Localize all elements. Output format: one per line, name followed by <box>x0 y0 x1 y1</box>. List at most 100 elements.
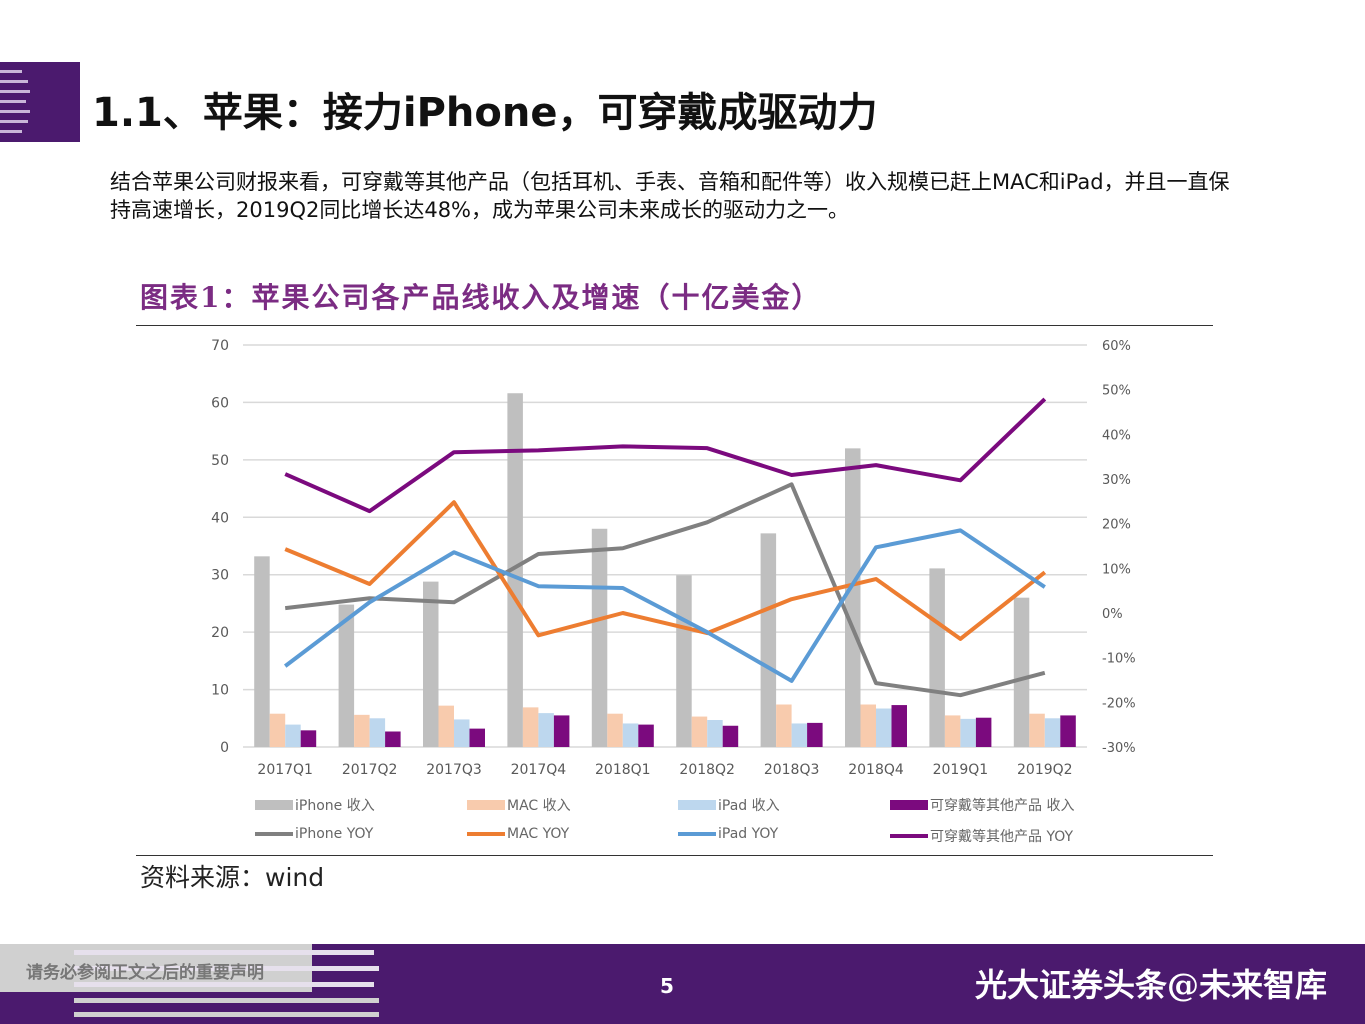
legend-swatch <box>467 800 505 810</box>
y-right-tick-label: 30% <box>1102 473 1131 488</box>
bar-ipad <box>369 718 386 747</box>
x-tick-label: 2018Q4 <box>848 762 904 778</box>
bar-mac <box>860 704 876 747</box>
bar-wearables <box>807 722 823 747</box>
y-right-tick-label: 20% <box>1102 518 1131 533</box>
bar-iphone <box>507 393 523 747</box>
bar-wearables <box>975 717 992 747</box>
bar-wearables <box>1060 715 1076 747</box>
bar-iphone <box>845 448 861 747</box>
source-label: 资料来源： <box>140 863 266 892</box>
legend-label: 可穿戴等其他产品 收入 <box>930 798 1075 814</box>
legend-item: 可穿戴等其他产品 YOY <box>890 826 1073 846</box>
x-tick-label: 2018Q1 <box>595 762 651 778</box>
y-right-tick-label: 10% <box>1102 562 1131 577</box>
x-tick-label: 2019Q2 <box>1017 762 1073 778</box>
bar-mac <box>776 704 792 747</box>
bar-iphone <box>1013 597 1030 747</box>
bar-iphone <box>929 568 945 747</box>
body-text: 结合苹果公司财报来看，可穿戴等其他产品（包括耳机、手表、音箱和配件等）收入规模已… <box>110 170 1230 222</box>
legend-label: iPad YOY <box>718 826 779 842</box>
bar-wearables <box>638 724 654 747</box>
legend-item: iPad YOY <box>678 826 778 842</box>
bar-ipad <box>538 713 554 747</box>
bar-iphone <box>338 604 355 747</box>
legend-swatch <box>255 832 293 836</box>
line-wearables-yoy <box>284 397 1047 514</box>
line-iphone-yoy <box>284 482 1046 698</box>
x-tick-label: 2019Q1 <box>933 762 989 778</box>
chart: 0 10 20 30 40 50 60 70 -30% -20% -10% 0% 10% 20% 30% 40… <box>211 338 1136 778</box>
legend-item: iPad 收入 <box>678 795 780 815</box>
y-left-tick-label: 30 <box>211 568 229 584</box>
y-right-tick-label: -20% <box>1102 696 1136 711</box>
legend-label: MAC 收入 <box>507 798 571 814</box>
bar-mac <box>607 713 623 747</box>
bar-wearables <box>722 725 739 747</box>
y-right-tick-label: 0% <box>1102 607 1123 622</box>
y-left-tick-label: 60 <box>211 395 229 411</box>
legend-item: iPhone YOY <box>255 826 373 842</box>
bar-ipad <box>707 720 723 747</box>
y-left-tick-label: 0 <box>220 740 229 756</box>
bar-wearables <box>300 730 317 747</box>
x-tick-label: 2017Q2 <box>342 762 398 778</box>
legend-label: iPad 收入 <box>718 798 780 814</box>
legend-label: iPhone 收入 <box>295 798 375 814</box>
y-left-tick-label: 40 <box>211 510 229 526</box>
bar-ipad <box>454 719 470 747</box>
bar-mac <box>438 705 454 747</box>
legend-label: MAC YOY <box>507 826 570 842</box>
legend-item: iPhone 收入 <box>255 795 375 815</box>
bar-wearables <box>469 728 485 747</box>
brand-watermark: 光大证券头条@未来智库 <box>975 960 1327 1006</box>
legend-swatch <box>255 800 293 810</box>
divider-top <box>136 325 1213 326</box>
bar-mac <box>522 707 539 747</box>
source: 资料来源：wind <box>140 858 324 894</box>
bar-wearables <box>553 715 570 747</box>
bar-ipad <box>960 718 976 747</box>
y-left-tick-label: 70 <box>211 338 229 354</box>
bar-mac <box>354 714 370 747</box>
bar-ipad <box>1044 718 1061 747</box>
bar-wearables <box>385 731 401 747</box>
x-tick-label: 2018Q2 <box>679 762 735 778</box>
page-title: 1.1、苹果：接力iPhone，可穿戴成驱动力 <box>92 90 878 136</box>
y-right-tick-label: 40% <box>1102 428 1131 443</box>
chart-title: 图表1：苹果公司各产品线收入及增速（十亿美金） <box>140 281 822 314</box>
bar-wearables <box>891 705 907 747</box>
bar-iphone <box>254 556 270 747</box>
y-left-tick-label: 10 <box>211 683 229 699</box>
bar-iphone <box>591 528 608 747</box>
legend-swatch <box>678 800 716 810</box>
y-left-tick-label: 20 <box>211 625 229 641</box>
bar-ipad <box>622 723 639 747</box>
y-right-tick-label: 50% <box>1102 384 1131 399</box>
bar-iphone <box>423 581 439 747</box>
legend-swatch <box>678 832 716 836</box>
y-left-tick-label: 50 <box>211 453 229 469</box>
x-tick-label: 2017Q4 <box>511 762 567 778</box>
x-tick-label: 2017Q1 <box>257 762 313 778</box>
legend-item: MAC 收入 <box>467 795 571 815</box>
bar-mac <box>691 716 708 747</box>
y-right-tick-label: -30% <box>1102 741 1136 756</box>
watermark: 头条@未来智库 <box>1103 966 1328 1004</box>
y-right-tick-label: -10% <box>1102 652 1136 667</box>
bar-mac <box>944 715 961 747</box>
bar-ipad <box>876 708 892 747</box>
legend-swatch <box>890 834 928 838</box>
disclaimer-note: 请务必参阅正文之后的重要声明 <box>26 963 264 983</box>
bar-iphone <box>676 575 692 747</box>
footer: 请务必参阅正文之后的重要声明 5 光大证券头条@未来智库 <box>0 944 1365 1024</box>
line-mac-yoy <box>284 500 1047 641</box>
legend-label: iPhone YOY <box>295 826 374 842</box>
bar-iphone <box>760 533 777 747</box>
x-tick-label: 2017Q3 <box>426 762 482 778</box>
bar-ipad <box>791 723 808 747</box>
source-value: wind <box>265 863 325 892</box>
bar-mac <box>269 713 286 747</box>
logo-block <box>0 62 80 142</box>
divider-bottom <box>136 855 1213 856</box>
